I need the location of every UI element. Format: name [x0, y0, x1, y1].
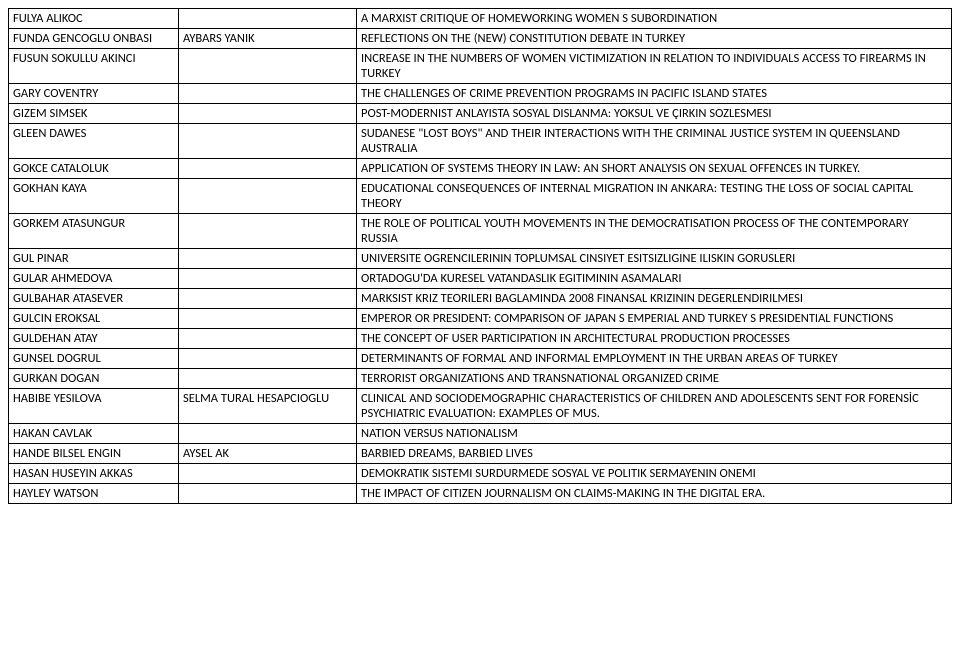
author-cell: HASAN HUSEYIN AKKAS	[9, 464, 179, 484]
table-row: GULAR AHMEDOVA ORTADOGU'DA KURESEL VATAND…	[9, 269, 952, 289]
coauthor-cell	[179, 49, 357, 84]
coauthor-cell	[179, 424, 357, 444]
author-cell: FUNDA GENCOGLU ONBASI	[9, 29, 179, 49]
coauthor-cell	[179, 84, 357, 104]
author-cell: GULBAHAR ATASEVER	[9, 289, 179, 309]
table-row: GOKCE CATALOLUK APPLICATION OF SYSTEMS TH…	[9, 159, 952, 179]
table-body: FULYA ALIKOC A MARXIST CRITIQUE OF HOMEWO…	[9, 9, 952, 504]
title-cell: THE IMPACT OF CITIZEN JOURNALISM ON CLAI…	[357, 484, 952, 504]
table-row: GURKAN DOGAN TERRORIST ORGANIZATIONS AND …	[9, 369, 952, 389]
coauthor-cell	[179, 104, 357, 124]
author-cell: GULDEHAN ATAY	[9, 329, 179, 349]
author-cell: GLEEN DAWES	[9, 124, 179, 159]
title-cell: THE CONCEPT OF USER PARTICIPATION IN ARC…	[357, 329, 952, 349]
coauthor-cell	[179, 9, 357, 29]
coauthor-cell	[179, 249, 357, 269]
title-cell: ORTADOGU'DA KURESEL VATANDASLIK EGITIMIN…	[357, 269, 952, 289]
coauthor-cell	[179, 159, 357, 179]
title-cell: INCREASE IN THE NUMBERS OF WOMEN VICTIMI…	[357, 49, 952, 84]
table-row: FUSUN SOKULLU AKINCI INCREASE IN THE NUMB…	[9, 49, 952, 84]
coauthor-cell: SELMA TURAL HESAPCIOGLU	[179, 389, 357, 424]
title-cell: DEMOKRATIK SISTEMI SURDURMEDE SOSYAL VE …	[357, 464, 952, 484]
author-cell: GULCIN EROKSAL	[9, 309, 179, 329]
table-row: GULBAHAR ATASEVER MARKSIST KRIZ TEORILERI…	[9, 289, 952, 309]
author-cell: GOKCE CATALOLUK	[9, 159, 179, 179]
title-cell: A MARXIST CRITIQUE OF HOMEWORKING WOMEN …	[357, 9, 952, 29]
author-cell: HAKAN CAVLAK	[9, 424, 179, 444]
title-cell: EDUCATIONAL CONSEQUENCES OF INTERNAL MIG…	[357, 179, 952, 214]
table-row: HAYLEY WATSON THE IMPACT OF CITIZEN JOURN…	[9, 484, 952, 504]
table-row: GARY COVENTRY THE CHALLENGES OF CRIME PRE…	[9, 84, 952, 104]
title-cell: SUDANESE "LOST BOYS" AND THEIR INTERACTI…	[357, 124, 952, 159]
coauthor-cell	[179, 269, 357, 289]
title-cell: THE ROLE OF POLITICAL YOUTH MOVEMENTS IN…	[357, 214, 952, 249]
coauthor-cell	[179, 484, 357, 504]
coauthor-cell	[179, 179, 357, 214]
coauthor-cell: AYSEL AK	[179, 444, 357, 464]
coauthor-cell	[179, 329, 357, 349]
author-cell: GOKHAN KAYA	[9, 179, 179, 214]
author-cell: GURKAN DOGAN	[9, 369, 179, 389]
coauthor-cell	[179, 309, 357, 329]
table-row: GORKEM ATASUNGUR THE ROLE OF POLITICAL YO…	[9, 214, 952, 249]
author-cell: FULYA ALIKOC	[9, 9, 179, 29]
title-cell: CLINICAL AND SOCIODEMOGRAPHIC CHARACTERI…	[357, 389, 952, 424]
author-cell: GARY COVENTRY	[9, 84, 179, 104]
title-cell: DETERMINANTS OF FORMAL AND INFORMAL EMPL…	[357, 349, 952, 369]
table-row: GULCIN EROKSAL EMPEROR OR PRESIDENT: COMP…	[9, 309, 952, 329]
table-row: FULYA ALIKOC A MARXIST CRITIQUE OF HOMEWO…	[9, 9, 952, 29]
title-cell: POST-MODERNIST ANLAYISTA SOSYAL DISLANMA…	[357, 104, 952, 124]
author-cell: GIZEM SIMSEK	[9, 104, 179, 124]
author-cell: GUNSEL DOGRUL	[9, 349, 179, 369]
title-cell: APPLICATION OF SYSTEMS THEORY IN LAW: AN…	[357, 159, 952, 179]
table-row: GUL PINAR UNIVERSITE OGRENCILERININ TOPLU…	[9, 249, 952, 269]
coauthor-cell	[179, 464, 357, 484]
title-cell: MARKSIST KRIZ TEORILERI BAGLAMINDA 2008 …	[357, 289, 952, 309]
table-row: HABIBE YESILOVASELMA TURAL HESAPCIOGLUCL…	[9, 389, 952, 424]
title-cell: THE CHALLENGES OF CRIME PREVENTION PROGR…	[357, 84, 952, 104]
author-cell: HABIBE YESILOVA	[9, 389, 179, 424]
table-row: GULDEHAN ATAY THE CONCEPT OF USER PARTICI…	[9, 329, 952, 349]
table-row: FUNDA GENCOGLU ONBASIAYBARS YANIKREFLECT…	[9, 29, 952, 49]
coauthor-cell: AYBARS YANIK	[179, 29, 357, 49]
coauthor-cell	[179, 124, 357, 159]
table-row: GIZEM SIMSEK POST-MODERNIST ANLAYISTA SOS…	[9, 104, 952, 124]
coauthor-cell	[179, 214, 357, 249]
title-cell: NATION VERSUS NATIONALISM	[357, 424, 952, 444]
author-cell: GUL PINAR	[9, 249, 179, 269]
table-row: GLEEN DAWES SUDANESE "LOST BOYS" AND THEI…	[9, 124, 952, 159]
coauthor-cell	[179, 289, 357, 309]
table-row: HASAN HUSEYIN AKKAS DEMOKRATIK SISTEMI SU…	[9, 464, 952, 484]
author-cell: HANDE BILSEL ENGIN	[9, 444, 179, 464]
table-row: GUNSEL DOGRUL DETERMINANTS OF FORMAL AND …	[9, 349, 952, 369]
author-cell: GULAR AHMEDOVA	[9, 269, 179, 289]
author-cell: GORKEM ATASUNGUR	[9, 214, 179, 249]
table-row: HANDE BILSEL ENGINAYSEL AKBARBIED DREAMS…	[9, 444, 952, 464]
authors-table: FULYA ALIKOC A MARXIST CRITIQUE OF HOMEWO…	[8, 8, 952, 504]
title-cell: TERRORIST ORGANIZATIONS AND TRANSNATIONA…	[357, 369, 952, 389]
title-cell: BARBIED DREAMS, BARBIED LIVES	[357, 444, 952, 464]
title-cell: UNIVERSITE OGRENCILERININ TOPLUMSAL CINS…	[357, 249, 952, 269]
author-cell: FUSUN SOKULLU AKINCI	[9, 49, 179, 84]
author-cell: HAYLEY WATSON	[9, 484, 179, 504]
coauthor-cell	[179, 369, 357, 389]
title-cell: REFLECTIONS ON THE (NEW) CONSTITUTION DE…	[357, 29, 952, 49]
table-row: GOKHAN KAYA EDUCATIONAL CONSEQUENCES OF I…	[9, 179, 952, 214]
table-row: HAKAN CAVLAK NATION VERSUS NATIONALISM	[9, 424, 952, 444]
coauthor-cell	[179, 349, 357, 369]
title-cell: EMPEROR OR PRESIDENT: COMPARISON OF JAPA…	[357, 309, 952, 329]
